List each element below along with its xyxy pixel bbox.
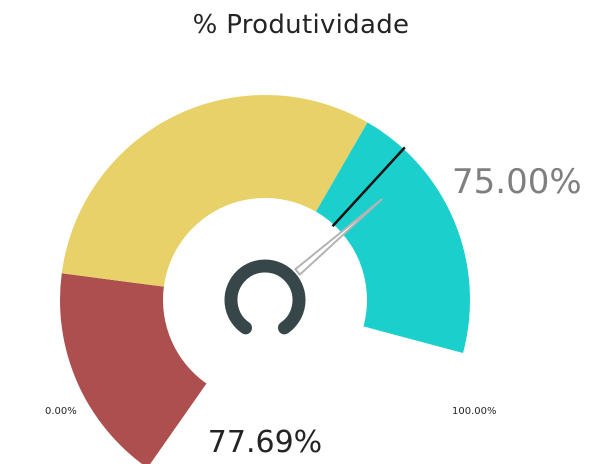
gauge-value-label: 77.69%: [208, 425, 322, 460]
gauge-max-label: 100.00%: [452, 406, 497, 417]
gauge-target-label: 75.00%: [452, 162, 582, 202]
gauge-title: % Produtividade: [192, 10, 410, 40]
gauge-bands: [60, 95, 471, 464]
gauge-band-3: [316, 122, 471, 354]
gauge-band-1: [60, 273, 207, 464]
gauge-band-2: [61, 95, 368, 287]
gauge-needle: [294, 198, 383, 276]
gauge-hub-ring: [224, 259, 306, 335]
gauge-target-marker: [331, 146, 406, 228]
gauge-min-label: 0.00%: [45, 406, 77, 417]
